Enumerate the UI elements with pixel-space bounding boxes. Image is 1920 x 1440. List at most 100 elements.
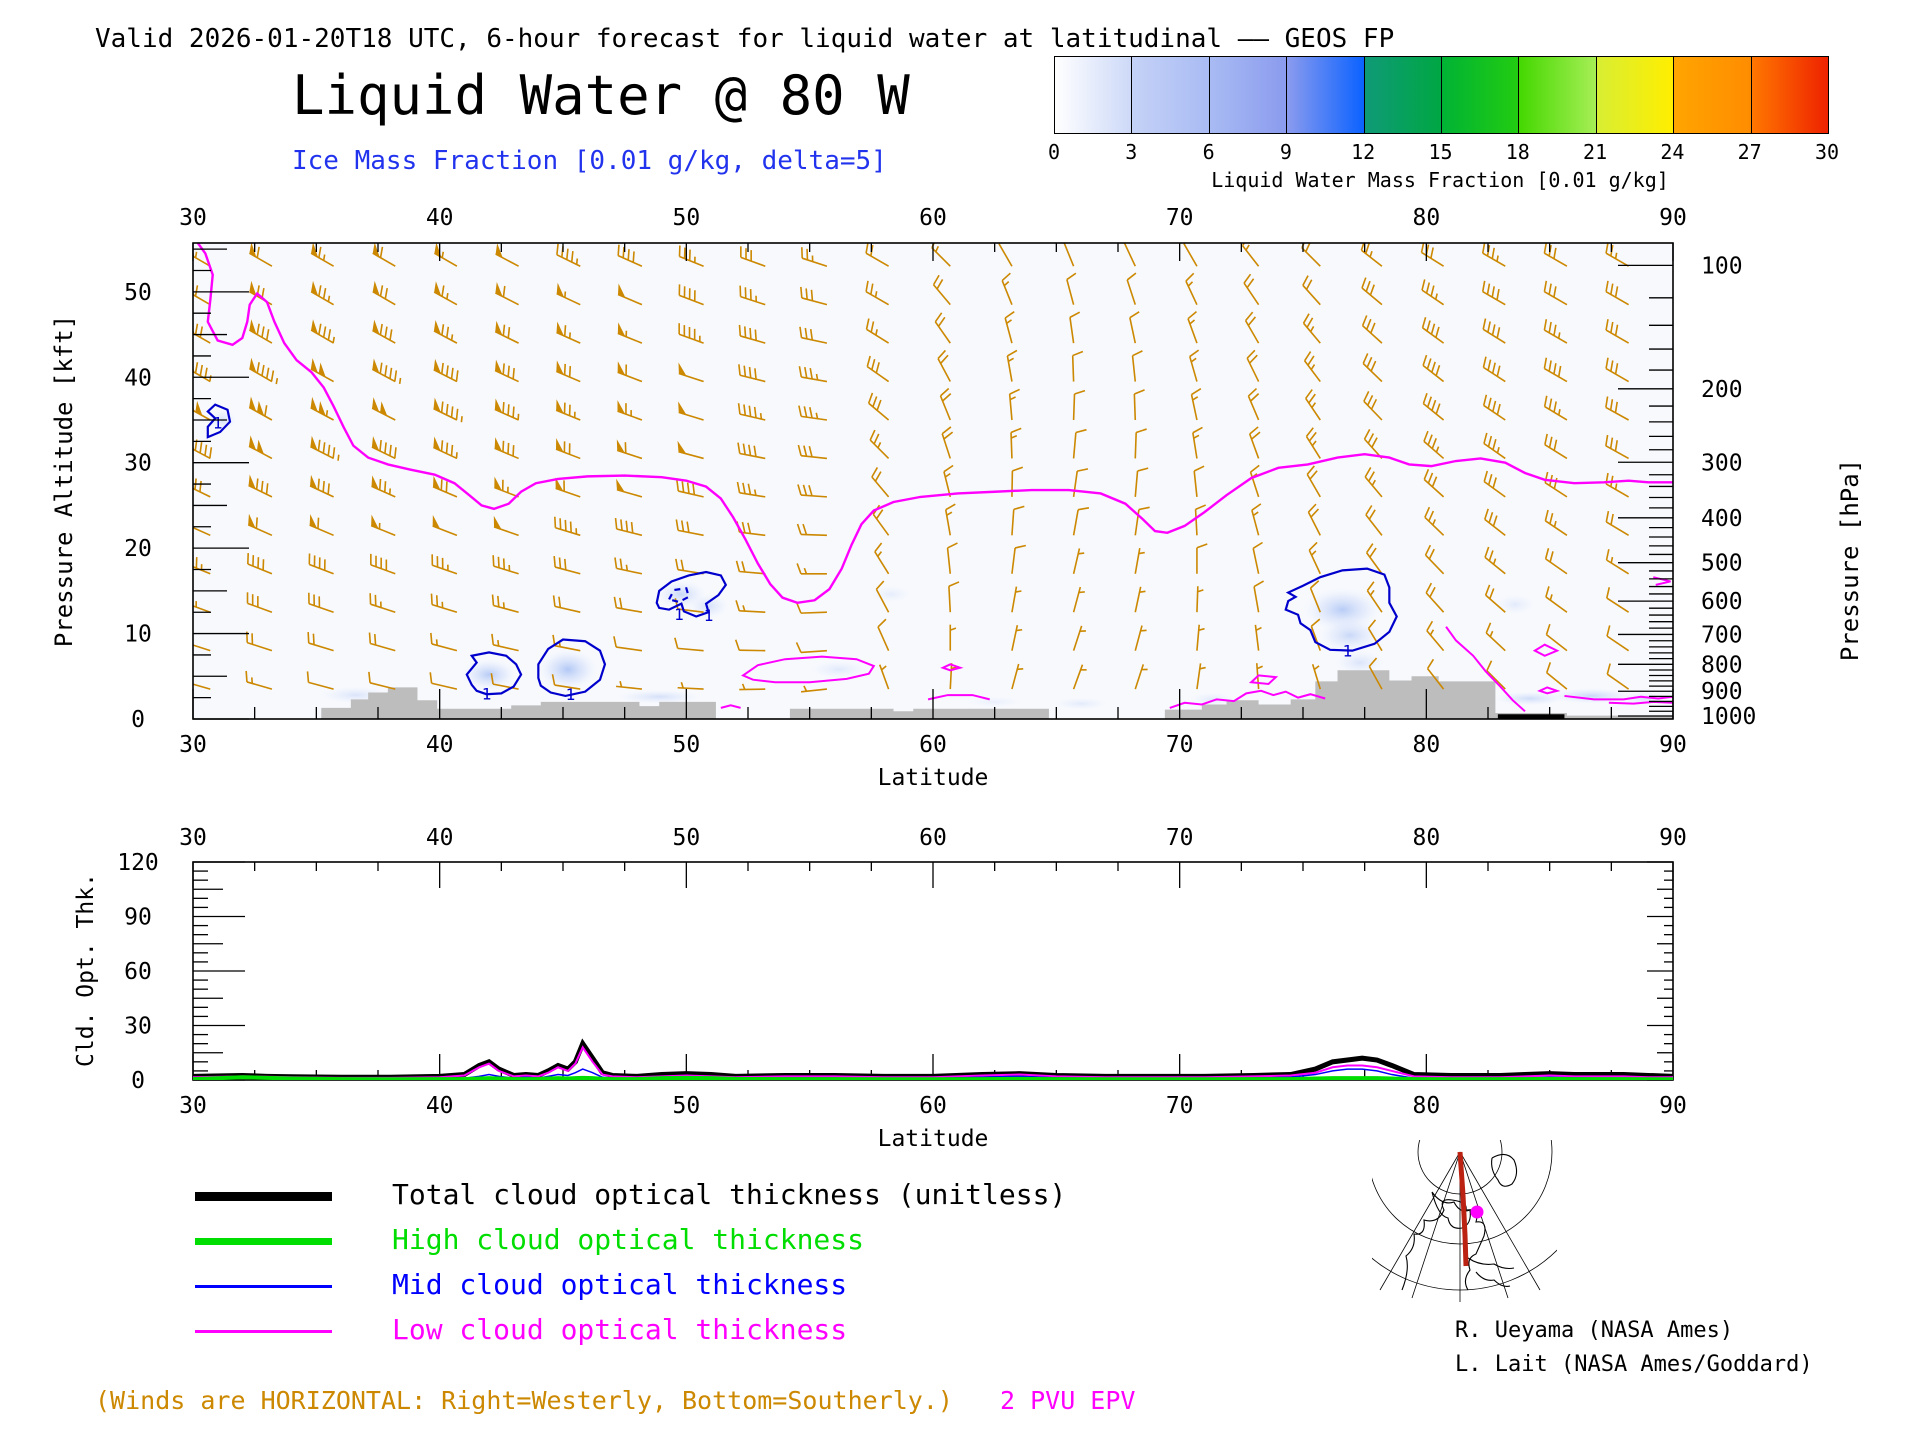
colorbar-tick-label: 15 xyxy=(1428,140,1453,164)
tick-label: 1000 xyxy=(1701,704,1756,730)
tick-label: 80 xyxy=(1412,825,1440,851)
tick-label: 10 xyxy=(124,622,152,648)
main-plot-area xyxy=(193,243,1673,719)
tick-label: 30 xyxy=(179,205,207,231)
legend-label: Total cloud optical thickness (unitless) xyxy=(392,1178,1067,1211)
series-high xyxy=(193,1075,1673,1080)
tick-label: 600 xyxy=(1701,589,1743,615)
colorbar-tick-label: 30 xyxy=(1814,140,1840,164)
tick-label: 50 xyxy=(672,825,700,851)
tick-label: 40 xyxy=(426,732,454,758)
tick-label: 70 xyxy=(1166,205,1194,231)
tick-label: 0 xyxy=(131,1068,145,1094)
colorbar-cell xyxy=(1751,57,1829,133)
tick-label: 40 xyxy=(426,205,454,231)
tick-label: 30 xyxy=(124,1014,152,1040)
colorbar-label: Liquid Water Mass Fraction [0.01 g/kg] xyxy=(1211,168,1669,192)
epv-contours xyxy=(196,243,1673,713)
tick-label: 90 xyxy=(1659,205,1687,231)
tick-label: 20 xyxy=(124,536,152,562)
colorbar-cell xyxy=(1519,57,1597,133)
colorbar-tick-label: 18 xyxy=(1505,140,1530,164)
tick-label: 50 xyxy=(672,205,700,231)
series-low xyxy=(193,1045,1673,1079)
tick-label: 30 xyxy=(124,451,152,477)
tick-label: 60 xyxy=(919,205,947,231)
legend-label: Mid cloud optical thickness xyxy=(392,1268,848,1301)
tick-label: 60 xyxy=(919,732,947,758)
tick-label: 30 xyxy=(179,732,207,758)
tick-label: 800 xyxy=(1701,652,1743,678)
tick-label: 40 xyxy=(426,1093,454,1119)
ice-contour-label: 1 xyxy=(213,414,223,433)
tick-label: 400 xyxy=(1701,506,1743,532)
legend-label: Low cloud optical thickness xyxy=(392,1313,848,1346)
terrain xyxy=(321,670,1673,719)
tick-label: 90 xyxy=(1659,825,1687,851)
map-80w-transect-line xyxy=(1457,1151,1469,1267)
page-title: Liquid Water @ 80 W xyxy=(292,64,910,127)
legend-line-swatch xyxy=(195,1237,332,1245)
inset-map xyxy=(1372,1140,1557,1302)
colorbar-cell xyxy=(1132,57,1210,133)
tick-label: 70 xyxy=(1166,825,1194,851)
tick-label: 70 xyxy=(1166,732,1194,758)
ice-mass-fraction-contours: 1 1 1 1 1 1 xyxy=(206,403,1398,704)
ice-contour-label: 1 xyxy=(566,685,576,704)
tick-label: 500 xyxy=(1701,551,1743,577)
legend-line-swatch xyxy=(195,1284,332,1288)
tick-label: 100 xyxy=(1701,253,1743,279)
ice-contour-label: 1 xyxy=(674,605,684,624)
tick-label: 60 xyxy=(919,825,947,851)
tick-label: 40 xyxy=(426,825,454,851)
ice-contour-label: 1 xyxy=(704,606,714,625)
valid-time-title: Valid 2026-01-20T18 UTC, 6-hour forecast… xyxy=(95,24,1395,54)
tick-label: 80 xyxy=(1412,205,1440,231)
colorbar-tick-label: 9 xyxy=(1279,140,1292,164)
colorbar-cell xyxy=(1209,57,1288,133)
tick-label: 30 xyxy=(179,825,207,851)
ice-contour-label: 1 xyxy=(482,684,492,703)
tick-label: 300 xyxy=(1701,450,1743,476)
colorbar-tick-label: 0 xyxy=(1047,140,1061,164)
tick-label: 900 xyxy=(1701,679,1743,705)
cloud-shading xyxy=(207,408,1671,711)
legend-label: High cloud optical thickness xyxy=(392,1223,865,1256)
tick-label: 90 xyxy=(1659,732,1687,758)
tick-label: Latitude xyxy=(878,765,989,791)
tick-label: 120 xyxy=(117,850,159,876)
tick-label: 60 xyxy=(124,959,152,985)
colorbar-tick-label: 3 xyxy=(1125,140,1138,164)
optical-thickness-series xyxy=(193,1038,1673,1080)
tick-label: 80 xyxy=(1412,732,1440,758)
ice-contour-label: 1 xyxy=(1343,642,1353,661)
tick-label: 50 xyxy=(124,280,152,306)
map-location-dot xyxy=(1470,1205,1484,1219)
colorbar xyxy=(1054,56,1829,134)
wind-barbs xyxy=(193,243,1630,693)
colorbar-tick-label: 27 xyxy=(1737,140,1762,164)
tick-label: 90 xyxy=(1659,1093,1687,1119)
map-coastline xyxy=(1401,1153,1518,1291)
legend-line-swatch xyxy=(195,1329,332,1333)
tick-label: 50 xyxy=(672,732,700,758)
tick-label: 30 xyxy=(179,1093,207,1119)
colorbar-cell xyxy=(1442,57,1520,133)
colorbar-cell xyxy=(1287,57,1365,133)
tick-label: Latitude xyxy=(878,1126,989,1152)
tick-label: 80 xyxy=(1412,1093,1440,1119)
tick-label: 50 xyxy=(672,1093,700,1119)
ice-mass-fraction-subtitle: Ice Mass Fraction [0.01 g/kg, delta=5] xyxy=(292,146,887,176)
colorbar-tick-label: 6 xyxy=(1202,140,1215,164)
colorbar-cell xyxy=(1596,57,1675,133)
tick-label: 0 xyxy=(131,707,145,733)
credit-ueyama: R. Ueyama (NASA Ames) xyxy=(1455,1318,1734,1343)
colorbar-tick-label: 24 xyxy=(1660,140,1685,164)
bottom-panel-axes: 30 30 40 40 50 50 60 60 70 70 80 80 90 90 Latitude 0 30 6… xyxy=(117,825,1687,1152)
tick-label: 70 xyxy=(1166,1093,1194,1119)
tick-label: 700 xyxy=(1701,622,1743,648)
tick-label: 200 xyxy=(1701,377,1743,403)
credit-lait: L. Lait (NASA Ames/Goddard) xyxy=(1455,1352,1813,1377)
